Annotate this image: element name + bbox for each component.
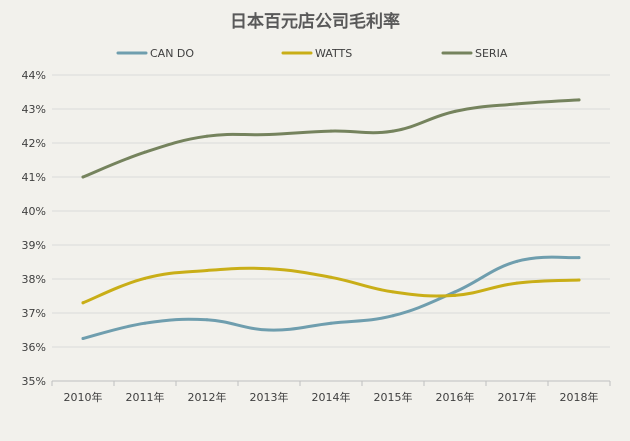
x-tick-label: 2010年	[64, 390, 103, 404]
y-tick-label: 40%	[22, 205, 46, 218]
data-point-watts	[577, 278, 581, 282]
data-point-watts	[205, 269, 209, 272]
series-line-seria	[81, 98, 581, 179]
series-line-can-do	[81, 255, 581, 340]
legend-label-can-do: CAN DO	[150, 47, 194, 60]
y-tick-label: 35%	[22, 375, 46, 388]
x-tick-label: 2012年	[188, 390, 227, 404]
data-point-seria	[205, 134, 209, 138]
legend-label-watts: WATTS	[315, 47, 352, 60]
y-tick-label: 39%	[22, 239, 46, 252]
data-point-can-do	[515, 259, 519, 263]
data-point-can-do	[391, 314, 395, 318]
data-point-can-do	[81, 337, 85, 340]
legend-label-seria: SERIA	[475, 47, 508, 60]
x-tick-label: 2017年	[498, 390, 537, 404]
x-tick-label: 2014年	[312, 390, 351, 404]
data-point-can-do	[577, 256, 581, 260]
data-point-seria	[391, 129, 395, 133]
y-tick-label: 41%	[22, 171, 46, 184]
y-tick-label: 44%	[22, 69, 46, 82]
data-point-watts	[453, 293, 457, 297]
x-tick-label: 2013年	[250, 390, 289, 404]
data-point-seria	[267, 133, 271, 136]
data-point-can-do	[329, 321, 333, 325]
axes: 35% 36% 37% 38% 39% 40% 41% 42% 43% 44% 2010年 2011年…	[22, 69, 611, 404]
chart-title: 日本百元店公司毛利率	[230, 11, 400, 32]
series-lines	[81, 98, 581, 340]
data-point-watts	[143, 276, 147, 280]
x-tick-label: 2011年	[126, 390, 165, 404]
legend: CAN DO WATTS SERIA	[116, 47, 508, 60]
data-point-seria	[143, 150, 147, 154]
y-tick-label: 38%	[22, 273, 46, 286]
y-tick-label: 42%	[22, 137, 46, 150]
data-point-can-do	[143, 321, 147, 325]
data-point-can-do	[267, 328, 271, 332]
y-tick-label: 37%	[22, 307, 46, 320]
data-point-seria	[515, 102, 519, 106]
series-line-watts	[81, 266, 581, 305]
data-point-watts	[81, 301, 85, 305]
data-point-watts	[391, 290, 395, 294]
gridlines	[52, 74, 610, 348]
y-tick-label: 36%	[22, 341, 46, 354]
data-point-watts	[329, 275, 333, 279]
data-point-seria	[329, 129, 333, 133]
data-point-watts	[515, 281, 519, 285]
x-tick-label: 2015年	[374, 390, 413, 404]
x-tick-label: 2018年	[560, 390, 599, 404]
data-point-seria	[453, 109, 457, 113]
data-point-can-do	[205, 318, 209, 322]
x-tick-label: 2016年	[436, 390, 475, 404]
data-point-seria	[577, 98, 581, 102]
data-point-watts	[267, 267, 271, 271]
data-point-can-do	[453, 290, 457, 294]
data-point-seria	[81, 175, 85, 179]
y-tick-label: 43%	[22, 103, 46, 116]
